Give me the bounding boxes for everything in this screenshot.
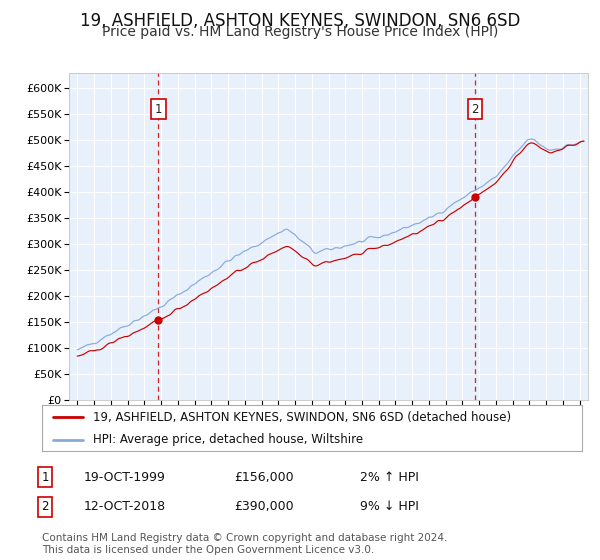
Text: 1: 1 (41, 470, 49, 484)
Text: 19, ASHFIELD, ASHTON KEYNES, SWINDON, SN6 6SD: 19, ASHFIELD, ASHTON KEYNES, SWINDON, SN… (80, 12, 520, 30)
Text: HPI: Average price, detached house, Wiltshire: HPI: Average price, detached house, Wilt… (94, 433, 364, 446)
Text: Price paid vs. HM Land Registry's House Price Index (HPI): Price paid vs. HM Land Registry's House … (102, 25, 498, 39)
Text: £156,000: £156,000 (234, 470, 293, 484)
Text: 1: 1 (155, 102, 162, 116)
Text: Contains HM Land Registry data © Crown copyright and database right 2024.
This d: Contains HM Land Registry data © Crown c… (42, 533, 448, 555)
Text: 19-OCT-1999: 19-OCT-1999 (84, 470, 166, 484)
Text: 19, ASHFIELD, ASHTON KEYNES, SWINDON, SN6 6SD (detached house): 19, ASHFIELD, ASHTON KEYNES, SWINDON, SN… (94, 411, 511, 424)
Text: 12-OCT-2018: 12-OCT-2018 (84, 500, 166, 514)
Text: £390,000: £390,000 (234, 500, 293, 514)
Text: 2: 2 (471, 102, 479, 116)
Text: 9% ↓ HPI: 9% ↓ HPI (360, 500, 419, 514)
Text: 2% ↑ HPI: 2% ↑ HPI (360, 470, 419, 484)
Text: 2: 2 (41, 500, 49, 514)
